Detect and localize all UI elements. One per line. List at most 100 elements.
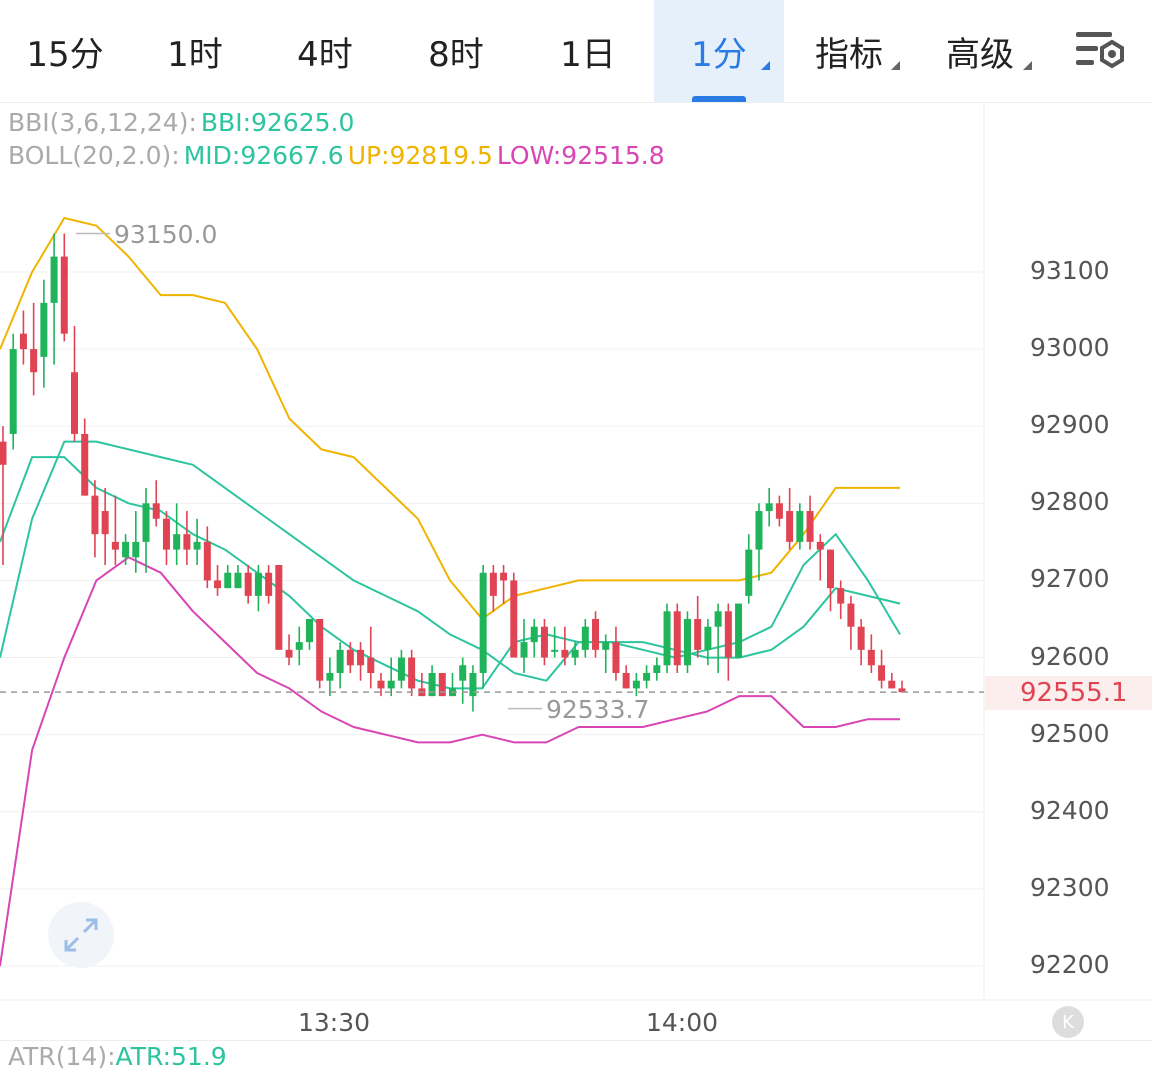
candle-body [592,619,600,650]
dropdown-caret-icon [1023,61,1032,70]
price-axis-label: 92400 [1030,795,1110,825]
candle-body [561,649,569,658]
candle-body [387,680,395,689]
candle-body [510,580,518,658]
candle-body [346,649,354,666]
dropdown-caret-icon [761,61,770,70]
candle-body [857,626,865,650]
dropdown-caret-icon [891,61,900,70]
candles-layer [0,233,906,712]
candle-body [663,611,671,666]
chart-grid [0,271,984,967]
candle-body [745,549,753,596]
scroll-left-icon: K [1062,1011,1074,1033]
bbi-legend-name: BBI(3,6,12,24): [8,108,197,137]
candle-body [71,372,79,434]
candle-body [724,611,732,658]
low-price-annotation: 92533.7 [546,695,650,724]
atr-legend-value: ATR:51.9 [115,1042,227,1071]
candle-body [397,657,405,681]
tab-label: 15分 [26,34,104,75]
bbi-legend-value: BBI:92625.0 [200,108,355,137]
tab-1min[interactable]: 1分 [654,0,784,102]
candle-body [479,572,487,673]
tab-label: 1分 [691,34,747,75]
candle-body [571,649,579,658]
chart-settings-button[interactable] [1064,22,1134,80]
candle-body [367,657,375,673]
atr-legend-name: ATR(14): [8,1042,116,1071]
candle-body [152,503,160,519]
boll-upper-line [0,217,900,620]
candle-body [254,572,262,596]
candle-body [786,511,794,542]
tab-indicators[interactable]: 指标 [784,0,914,102]
candle-body [735,603,743,658]
candle-body [489,572,497,596]
candle-body [796,511,804,542]
candle-body [775,503,783,519]
atr-legend[interactable]: ATR(14):ATR:51.9 [8,1042,227,1071]
candle-body [234,572,242,589]
bollinger-bands [0,217,901,967]
candle-body [500,572,508,581]
candle-body [520,642,528,658]
candle-body [867,649,875,666]
candle-body [428,672,436,697]
last-price-label: 92555.1 [1020,678,1128,708]
candle-body [622,672,630,689]
price-axis-label: 92600 [1030,641,1110,671]
candle-body [530,626,538,643]
candle-body [377,680,385,689]
tab-label: 高级 [946,34,1014,75]
candle-body [265,572,273,596]
candle-body [183,534,191,550]
candle-body [357,649,365,666]
tab-label: 1日 [560,34,616,75]
price-axis-label: 93000 [1030,333,1110,363]
candle-body [214,580,222,589]
candle-body [755,511,763,550]
tab-1day[interactable]: 1日 [522,0,654,102]
boll-legend-name: BOLL(20,2.0): [8,141,180,170]
candle-body [694,619,702,650]
candle-body [81,433,89,496]
bbi-line [0,456,901,690]
candle-body [704,626,712,650]
tab-1hour[interactable]: 1时 [130,0,260,102]
candle-body [878,665,886,681]
active-tab-indicator [692,96,746,102]
fullscreen-button[interactable] [48,902,114,968]
candle-body [111,541,119,550]
candle-body [50,256,58,303]
candle-body [469,672,477,697]
candlestick-chart[interactable] [0,102,1152,1007]
candle-body [285,649,293,658]
bbi-legend[interactable]: BBI(3,6,12,24): BBI:92625.0 [8,108,358,137]
boll-legend-up: UP:92819.5 [347,141,493,170]
price-axis-label: 92300 [1030,872,1110,902]
price-axis-label: 92700 [1030,564,1110,594]
price-marks [0,232,984,710]
tab-label: 1时 [167,34,223,75]
candle-body [847,603,855,627]
scroll-to-latest-button[interactable]: K [1052,1006,1084,1038]
price-axis-label: 92800 [1030,487,1110,517]
tab-4hour[interactable]: 4时 [260,0,390,102]
boll-legend[interactable]: BOLL(20,2.0): MID:92667.6 UP:92819.5 LOW:92… [8,141,669,170]
candle-body [643,672,651,681]
tab-15min[interactable]: 15分 [0,0,130,102]
candle-body [540,626,548,658]
high-price-annotation: 93150.0 [114,220,218,249]
candle-body [826,549,834,589]
tab-advanced[interactable]: 高级 [914,0,1046,102]
candle-body [244,572,252,596]
candle-body [142,503,150,542]
tab-8hour[interactable]: 8时 [390,0,522,102]
candle-body [438,672,446,697]
candle-body [295,642,303,650]
candle-body [203,541,211,581]
candle-body [816,541,824,550]
timeframe-tab-bar: 15分 1时 4时 8时 1日 1分 指标 高级 [0,0,1152,103]
time-axis-label-1330: 13:30 [298,1008,371,1037]
